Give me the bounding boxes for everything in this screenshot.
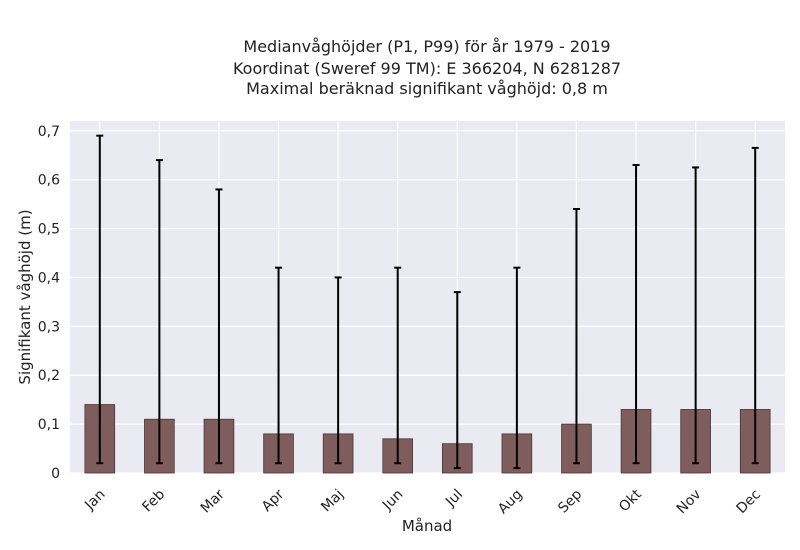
x-tick-label: Mar bbox=[198, 486, 228, 516]
y-axis-ticks: 0 0,1 0,2 0,3 0,4 0,5 0,6 0,7 bbox=[38, 124, 60, 482]
x-tick-label: Jun bbox=[379, 487, 406, 514]
x-tick-label: Jul bbox=[442, 487, 466, 511]
x-tick-label: Apr bbox=[259, 486, 288, 515]
y-tick-label: 0,3 bbox=[38, 319, 60, 335]
x-tick-label: Nov bbox=[674, 487, 705, 518]
plot-area bbox=[70, 121, 785, 473]
x-tick-label: Sep bbox=[555, 486, 585, 516]
error-bar bbox=[275, 266, 283, 465]
y-tick-label: 0,1 bbox=[38, 417, 60, 433]
error-bar bbox=[751, 146, 759, 465]
error-bars bbox=[96, 134, 759, 470]
title-line-1: Medianvåghöjder (P1, P99) för år 1979 - … bbox=[243, 37, 610, 56]
y-tick-label: 0,6 bbox=[38, 173, 60, 189]
x-tick-label: Okt bbox=[616, 486, 645, 515]
x-tick-label: Maj bbox=[318, 487, 347, 516]
error-bar bbox=[692, 166, 700, 465]
error-bar bbox=[513, 266, 521, 470]
x-tick-label: Aug bbox=[495, 487, 526, 518]
x-axis-label: Månad bbox=[402, 517, 452, 535]
y-tick-label: 0 bbox=[51, 466, 60, 482]
error-bar bbox=[572, 208, 580, 465]
y-tick-label: 0,2 bbox=[38, 368, 60, 384]
error-bar bbox=[334, 276, 342, 465]
x-tick-label: Feb bbox=[139, 486, 168, 515]
y-tick-label: 0,7 bbox=[38, 124, 60, 140]
error-bar bbox=[394, 266, 402, 465]
x-tick-label: Dec bbox=[734, 487, 764, 517]
title-line-3: Maximal beräknad signifikant våghöjd: 0,… bbox=[246, 79, 608, 98]
x-axis-ticks: Jan Feb Mar Apr Maj Jun Jul Aug Sep Okt Nov Dec bbox=[81, 486, 764, 517]
y-tick-label: 0,4 bbox=[38, 270, 60, 286]
title-line-2: Koordinat (Sweref 99 TM): E 366204, N 62… bbox=[233, 59, 621, 78]
error-bar bbox=[453, 291, 461, 470]
y-tick-label: 0,5 bbox=[38, 222, 60, 238]
error-bar bbox=[155, 159, 163, 465]
error-bar bbox=[632, 164, 640, 465]
error-bar bbox=[96, 134, 104, 465]
y-axis-label: Signifikant våghöjd (m) bbox=[16, 209, 34, 384]
error-bar bbox=[215, 188, 223, 465]
chart-title: Medianvåghöjder (P1, P99) för år 1979 - … bbox=[233, 37, 621, 98]
x-tick-label: Jan bbox=[81, 487, 108, 514]
